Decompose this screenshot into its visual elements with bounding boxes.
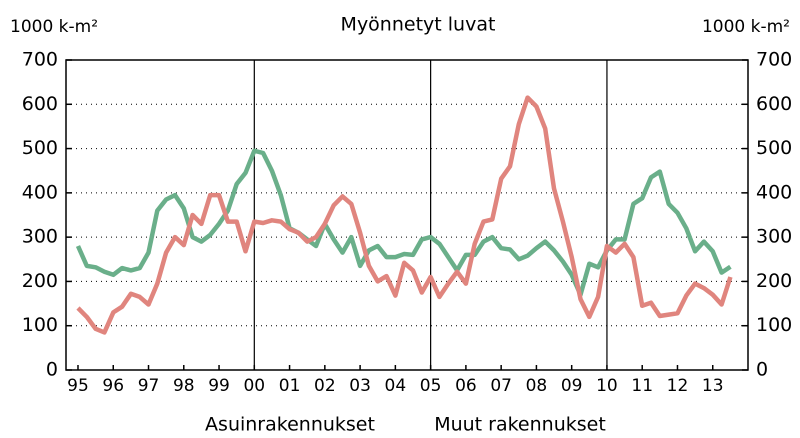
x-tick-label: 07 <box>490 376 512 396</box>
x-tick-label: 08 <box>526 376 548 396</box>
y-tick-label: 100 <box>22 314 58 336</box>
y-tick-label: 500 <box>22 137 58 159</box>
plot-frame <box>65 59 749 371</box>
x-tick-label: 99 <box>208 376 230 396</box>
x-tick-label: 04 <box>385 376 407 396</box>
x-tick-label: 98 <box>173 376 195 396</box>
y2-tick-label: 500 <box>756 137 792 159</box>
y-tick-label: 600 <box>22 93 58 115</box>
y2-tick-label: 400 <box>756 181 792 203</box>
x-tick-label: 05 <box>420 376 442 396</box>
y2-tick-label: 200 <box>756 270 792 292</box>
y2-tick-label: 100 <box>756 314 792 336</box>
y2-tick-label: 0 <box>756 359 768 381</box>
y2-tick-label: 600 <box>756 93 792 115</box>
y-tick-label: 300 <box>22 226 58 248</box>
legend-label: Muut rakennukset <box>434 414 606 436</box>
x-tick-label: 96 <box>102 376 124 396</box>
x-tick-label: 06 <box>455 376 477 396</box>
x-tick-label: 10 <box>596 376 618 396</box>
x-tick-label: 13 <box>702 376 724 396</box>
chart-title: Myönnetyt luvat <box>341 14 496 36</box>
y2-tick-label: 300 <box>756 226 792 248</box>
y-tick-label: 700 <box>22 49 58 71</box>
y-axis-label: 1000 k-m² <box>10 17 98 37</box>
x-tick-label: 00 <box>243 376 265 396</box>
x-tick-label: 01 <box>279 376 301 396</box>
y2-tick-label: 700 <box>756 49 792 71</box>
legend-label: Asuinrakennukset <box>205 414 375 436</box>
x-tick-label: 09 <box>561 376 583 396</box>
x-tick-label: 12 <box>667 376 689 396</box>
x-tick-label: 97 <box>138 376 160 396</box>
x-tick-label: 02 <box>314 376 336 396</box>
y-tick-label: 0 <box>46 359 58 381</box>
y2-axis-label: 1000 k-m² <box>702 17 790 37</box>
y-tick-label: 200 <box>22 270 58 292</box>
x-tick-label: 03 <box>349 376 371 396</box>
series-line <box>76 95 733 335</box>
y-tick-label: 400 <box>22 181 58 203</box>
series-line <box>75 148 732 297</box>
x-tick-label: 11 <box>631 376 653 396</box>
x-tick-label: 95 <box>67 376 89 396</box>
